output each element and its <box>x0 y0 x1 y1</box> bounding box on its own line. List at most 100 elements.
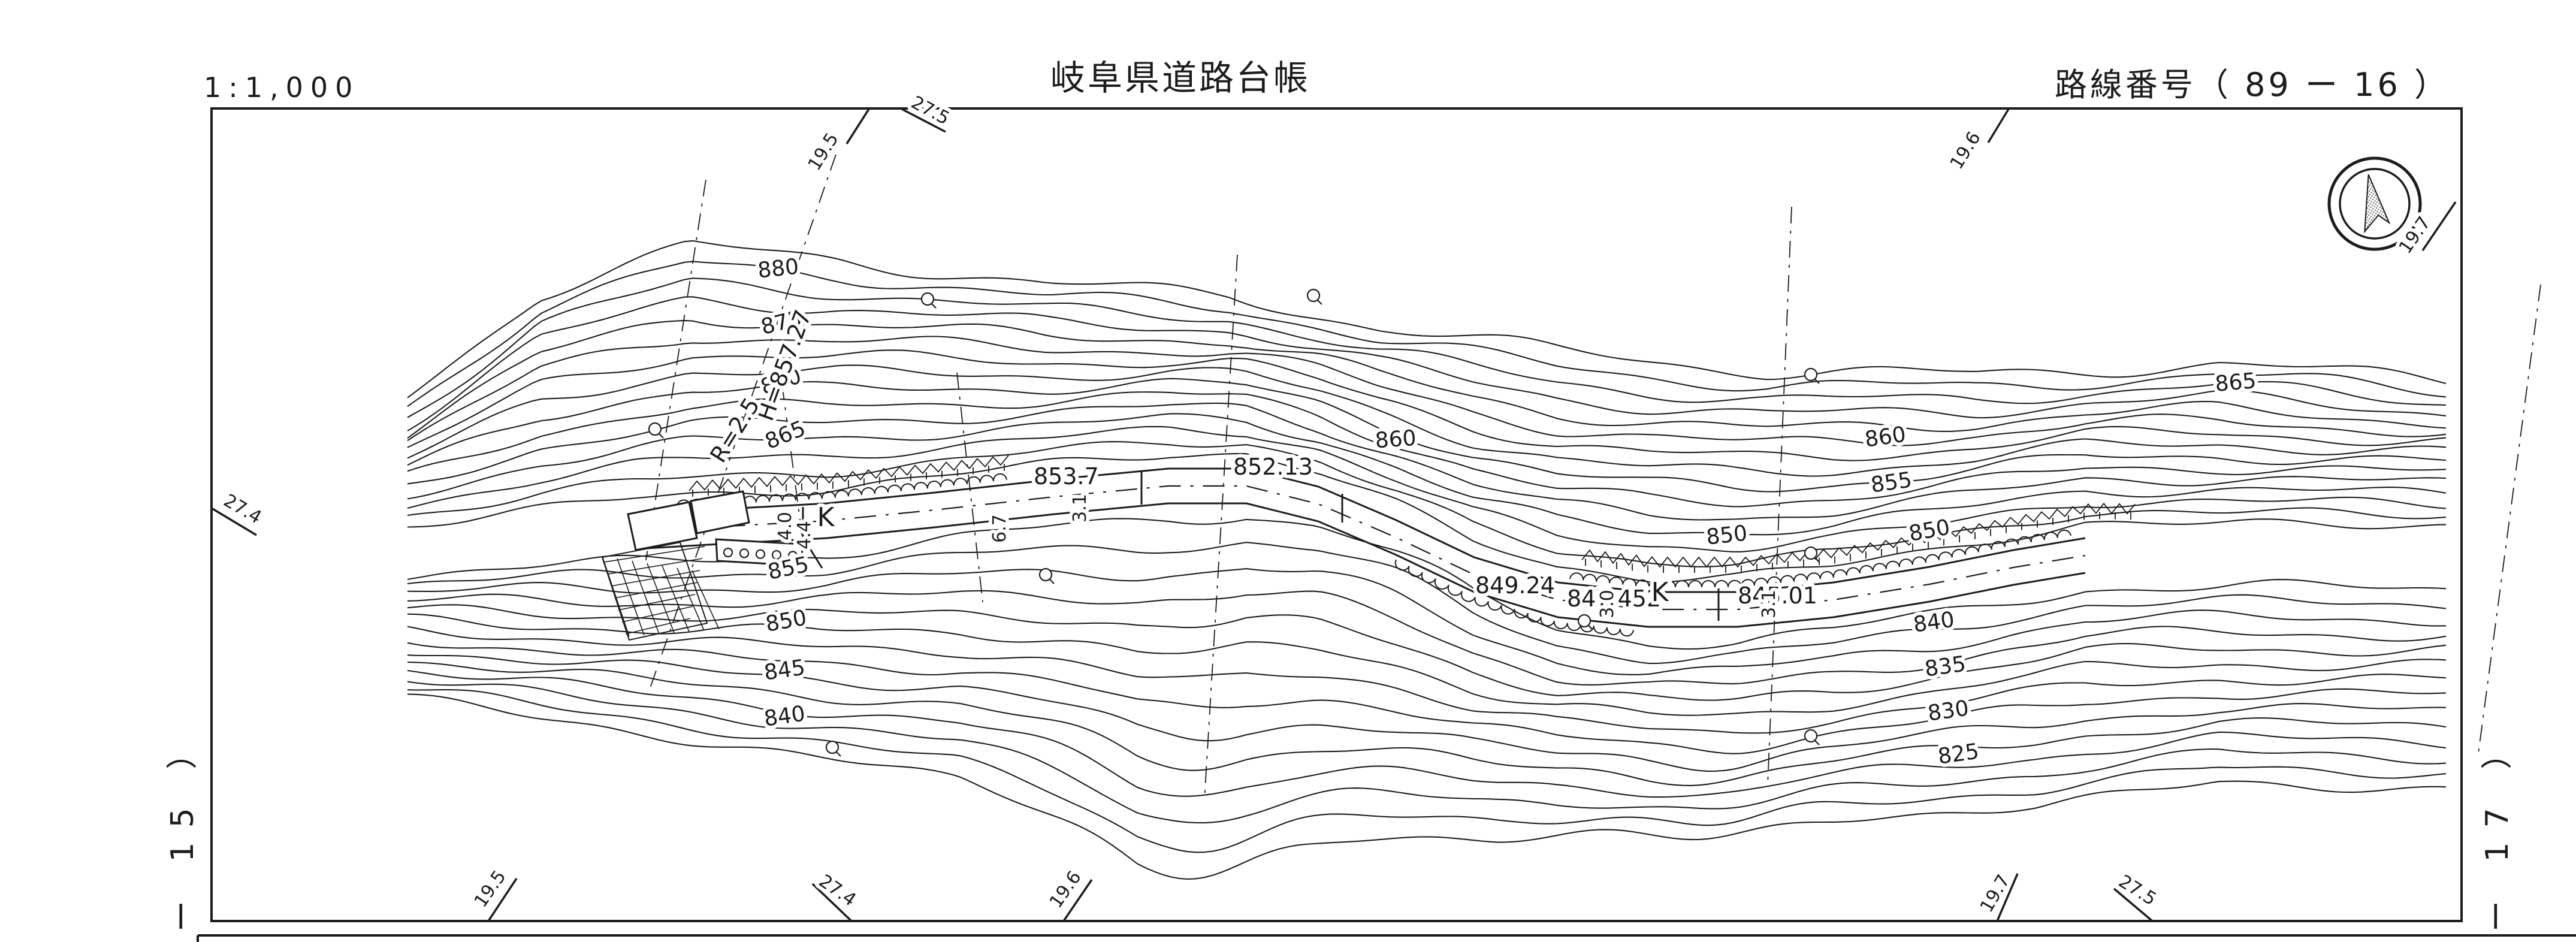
tree-tail <box>658 433 664 439</box>
tree-icon <box>1577 614 1593 630</box>
edge-tick: 27.4 <box>811 867 863 922</box>
tree-tail <box>931 303 937 309</box>
page-title: 岐阜県道路台帳 <box>1050 58 1310 98</box>
contour-line <box>407 669 2447 798</box>
road-width-annotation: 3.1 <box>1070 494 1091 523</box>
road-centerline-and-edges <box>636 467 2086 628</box>
road-edge-top <box>636 467 2086 593</box>
sheet-ref-left: ー 15 ） <box>165 724 201 932</box>
wall-hatch <box>603 546 705 563</box>
edge-tick-line <box>901 108 946 133</box>
sheet-ref-right: ー 17 ） <box>2480 724 2515 932</box>
section-line <box>650 154 836 689</box>
edge-tick-label: 19.7 <box>2395 213 2435 258</box>
tree-icon <box>825 740 841 757</box>
wall-hatch <box>607 558 703 575</box>
slope-hatching <box>676 455 2136 637</box>
road-centerline <box>636 485 2086 611</box>
contour-elevation-label: 860 <box>1374 426 1417 454</box>
edge-tick-line <box>811 883 853 922</box>
edge-tick: 27.4 <box>211 487 268 536</box>
contour-line <box>407 689 2447 853</box>
contour-line <box>407 391 2447 508</box>
contour-line <box>407 402 2447 521</box>
fence-post <box>771 550 782 560</box>
road-width-annotation: 3.0 <box>1597 590 1618 618</box>
tree-tail <box>835 751 841 757</box>
wall-hatch <box>647 563 675 633</box>
edge-tick: 19.7 <box>2391 201 2457 261</box>
spot-elevation-label: 847.452 <box>1567 585 1661 612</box>
contour-elevation-label: 850 <box>1907 515 1952 547</box>
tree-crown <box>648 422 662 436</box>
tree-icon <box>1804 729 1820 745</box>
wall-hatch <box>614 582 698 599</box>
cut-slope-zigzag <box>1581 502 2136 568</box>
edge-tick: 27.5 <box>2111 867 2164 922</box>
contour-line <box>407 590 2447 686</box>
north-compass-icon <box>2327 156 2422 251</box>
edge-tick-label: 19.5 <box>804 129 843 174</box>
tree-icon <box>1038 567 1055 584</box>
contour-elevation-label: 880 <box>756 255 800 283</box>
wall-hatch <box>621 606 693 623</box>
contour-line <box>407 661 2447 786</box>
contour-line <box>407 261 2447 407</box>
contour-line <box>407 413 2447 536</box>
embankment-scallops <box>1569 529 2071 588</box>
contour-line <box>407 654 2447 772</box>
edge-tick: 19.6 <box>1042 864 1093 922</box>
wall-hatch <box>632 560 660 635</box>
contour-line <box>407 542 2447 665</box>
edge-tick-line <box>211 507 257 536</box>
edge-tick-line <box>845 108 870 144</box>
station-label: K <box>817 502 835 533</box>
tree-tail <box>1814 378 1820 384</box>
edge-tick-label: 27.4 <box>220 490 265 529</box>
contour-line <box>407 453 2447 583</box>
wall-hatch <box>602 555 630 637</box>
contour-elevation-label: 825 <box>1937 739 1981 769</box>
fence-outline <box>715 538 804 567</box>
tree-icon <box>1804 546 1820 563</box>
compass-inner-ring <box>2339 168 2411 240</box>
wall-hatch <box>611 570 700 587</box>
wall-hatch <box>618 594 696 611</box>
station-label: K <box>1651 577 1669 608</box>
buildings-and-walls <box>601 490 823 641</box>
survey-section-lines <box>645 154 2541 801</box>
contour-elevation-label: 865 <box>2214 369 2257 397</box>
cut-slope-ticks <box>1585 512 2131 573</box>
edge-tick-line <box>1062 879 1093 922</box>
section-line <box>1204 254 1238 801</box>
tree-crown <box>1804 367 1818 382</box>
edge-tick-line <box>1987 108 2010 143</box>
contour-line <box>407 642 2447 754</box>
tree-crown <box>1038 567 1053 582</box>
spot-elevation-label: 852.13 <box>1233 454 1313 480</box>
scale-label: 1:1,000 <box>204 71 360 104</box>
contour-line <box>407 568 2447 675</box>
edge-tick: 27.5 <box>901 88 956 133</box>
contour-line <box>407 240 2447 398</box>
embankment-scallops <box>1394 559 1634 637</box>
cut-slope-zigzag <box>688 455 1009 491</box>
contour-elevation-label: 840 <box>763 702 807 732</box>
edge-tick: 19.5 <box>467 863 518 922</box>
road-width-annotation: 6.7 <box>989 514 1010 543</box>
section-line <box>645 179 706 561</box>
route-number-label: 路線番号（ 89 ー 16 ） <box>2055 66 2450 104</box>
tree-crown <box>1577 614 1591 628</box>
contour-line <box>407 604 2447 701</box>
tree-icon <box>1804 367 1820 384</box>
edge-tick-label: 19.6 <box>1046 867 1086 912</box>
contour-elevation-label: 840 <box>1912 608 1956 638</box>
spot-elevation-label: 845.01 <box>1738 582 1817 609</box>
tree-crown <box>1804 729 1818 743</box>
fence-post <box>755 549 766 559</box>
fence-post <box>723 547 733 558</box>
tree-crown <box>1804 546 1818 560</box>
contour-elevation-label: 835 <box>1923 652 1968 682</box>
edge-tick-label: 19.6 <box>1946 128 1985 173</box>
spot-elevation-label: 853.7 <box>1034 463 1099 490</box>
